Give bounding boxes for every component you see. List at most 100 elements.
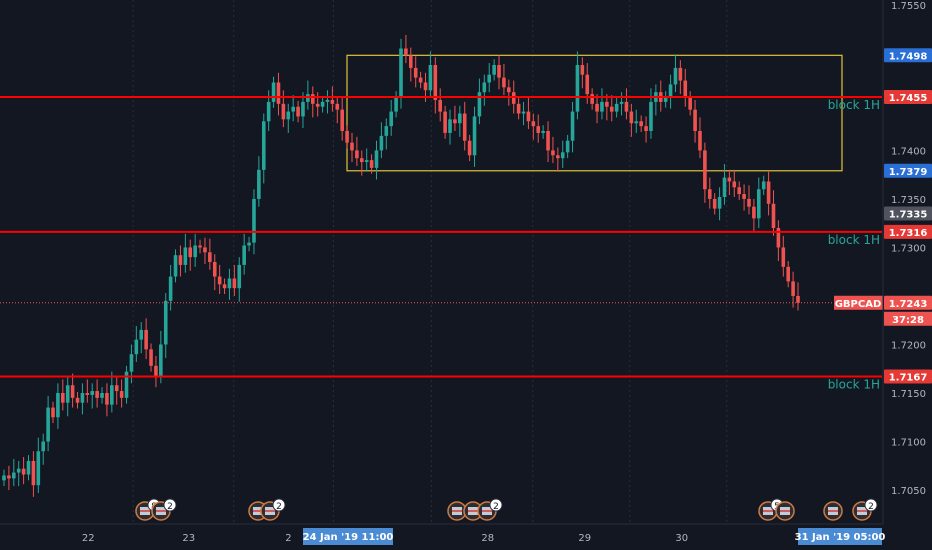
crosshair-time-badge xyxy=(303,528,393,545)
candle-body xyxy=(717,196,722,209)
candle-body xyxy=(359,158,364,163)
candle-body xyxy=(198,245,202,248)
candle-body xyxy=(325,99,330,102)
candle-body xyxy=(487,74,492,83)
candle-body xyxy=(619,101,624,104)
range-box xyxy=(346,54,843,172)
candle-body xyxy=(477,92,482,117)
event-count-badge xyxy=(272,498,286,512)
candle-body xyxy=(609,106,614,112)
candle-body xyxy=(110,385,114,405)
candle-body xyxy=(428,65,433,91)
candle-body xyxy=(173,255,178,277)
candle-body xyxy=(374,150,379,168)
candle-body xyxy=(703,150,707,190)
candle-body xyxy=(212,262,217,277)
candle-body xyxy=(188,247,193,258)
price-tick-label: 1.7300 xyxy=(891,243,926,254)
candle-body xyxy=(330,99,335,104)
candle-body xyxy=(301,101,305,117)
candle-body xyxy=(31,460,36,486)
candle-body xyxy=(624,101,629,112)
price-tick-label: 1.7350 xyxy=(891,195,926,206)
candle-body xyxy=(12,472,16,479)
candle-body xyxy=(369,160,374,168)
candle-body xyxy=(458,113,462,124)
candle-body xyxy=(507,87,511,93)
price-axis-badge-label: 1.7316 xyxy=(889,228,928,239)
candle-body xyxy=(453,119,457,124)
candle-body xyxy=(21,468,26,475)
candle-body xyxy=(124,371,129,398)
candle-body xyxy=(536,126,541,133)
candle-body xyxy=(340,109,344,131)
candle-body xyxy=(242,245,246,265)
candle-body xyxy=(472,116,477,156)
price-axis-badge-label: 1.7167 xyxy=(889,373,928,384)
candle-body xyxy=(673,67,678,85)
candle-body xyxy=(261,121,266,170)
candle-body xyxy=(95,391,99,398)
candle-body xyxy=(46,407,50,442)
candle-body xyxy=(252,198,256,243)
levels: block 1H block 1H block 1H GBPCAD xyxy=(0,96,883,392)
candle-body xyxy=(531,121,536,127)
candle-body xyxy=(791,281,795,296)
candle-body xyxy=(413,67,418,78)
candle-body xyxy=(399,48,403,98)
candle-body xyxy=(541,131,545,133)
candle-body xyxy=(276,82,281,104)
event-markers: 822252 xyxy=(135,498,878,521)
candle-body xyxy=(502,77,506,88)
event-count-badge xyxy=(489,498,503,512)
price-tick-label: 1.7050 xyxy=(891,486,926,497)
candle-body xyxy=(639,121,643,127)
candle-body xyxy=(781,247,786,267)
candle-body xyxy=(149,349,153,366)
candle-body xyxy=(65,385,70,403)
price-axis: 1.7550 1.7400 1.7350 1.7300 1.7200 1.7150 1.71… xyxy=(882,0,932,524)
candle-body xyxy=(467,140,472,156)
candle-body xyxy=(492,65,496,75)
candle-body xyxy=(698,131,702,151)
candle-body xyxy=(683,80,688,98)
candle-body xyxy=(384,126,389,136)
candle-body xyxy=(100,393,104,398)
candle-body xyxy=(796,295,800,303)
candle-body xyxy=(546,131,550,151)
candle-body xyxy=(394,97,398,112)
candle-body xyxy=(26,460,31,475)
candle-body xyxy=(590,94,594,104)
price-axis-badge xyxy=(884,224,932,239)
price-tick-label: 1.7550 xyxy=(891,1,926,12)
candle-body xyxy=(678,67,683,81)
candle-body xyxy=(266,101,271,122)
candle-body xyxy=(203,247,207,253)
candle-body xyxy=(144,329,148,350)
candle-body xyxy=(237,264,242,289)
candle-body xyxy=(2,475,6,481)
candle-body xyxy=(364,160,369,163)
symbol-label: GBPCAD xyxy=(835,299,882,310)
time-tick-label: 30 xyxy=(675,533,688,544)
candle-body xyxy=(423,82,428,91)
candle-body xyxy=(516,103,521,114)
price-tick-label: 1.7100 xyxy=(891,438,926,449)
zone-label: block 1H xyxy=(828,378,880,392)
candle-body xyxy=(438,99,443,112)
candle-body xyxy=(335,103,340,110)
candle-body xyxy=(443,111,447,133)
candle-body xyxy=(247,242,251,246)
candle-body xyxy=(786,266,790,282)
candle-body xyxy=(310,94,315,104)
price-tick-label: 1.7150 xyxy=(891,389,926,400)
candle-body xyxy=(163,300,168,345)
candle-body xyxy=(208,252,212,262)
candle-body xyxy=(257,169,261,199)
time-tick-label: 23 xyxy=(182,533,195,544)
price-axis-badge-label: 1.7335 xyxy=(889,209,928,220)
countdown-label: 37:28 xyxy=(892,315,924,326)
